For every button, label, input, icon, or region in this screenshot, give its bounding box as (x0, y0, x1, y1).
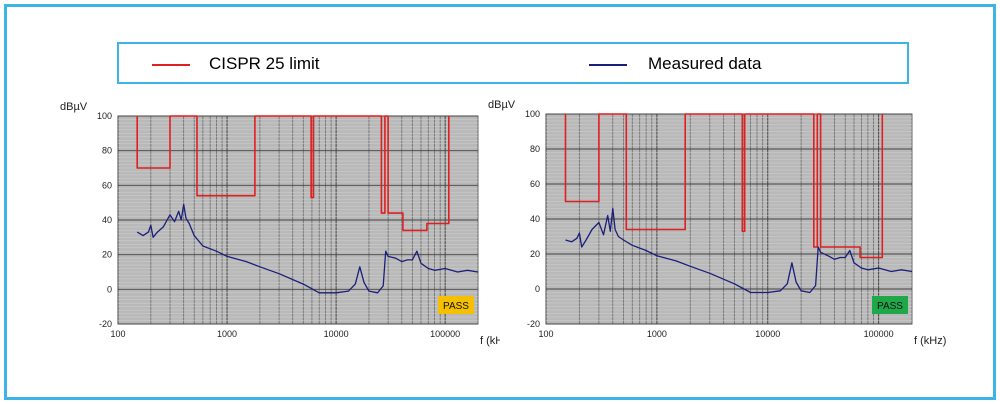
measured-line (136, 203, 479, 294)
pass-badge-label: PASS (443, 301, 469, 312)
chart-legend: CISPR 25 limit Measured data (117, 42, 909, 84)
y-tick-label: 0 (107, 284, 112, 294)
y-tick-label: 80 (530, 144, 540, 154)
x-tick-label: 100 (538, 329, 553, 339)
y-tick-label: 100 (525, 109, 540, 119)
y-tick-label: 40 (530, 214, 540, 224)
legend-measured-label: Measured data (648, 54, 762, 73)
legend-limit-label: CISPR 25 limit (209, 54, 320, 73)
pass-badge-label: PASS (877, 301, 903, 312)
y-tick-label: -20 (527, 319, 540, 329)
limit-line (136, 115, 450, 232)
x-tick-label: 10000 (755, 329, 780, 339)
y-tick-label: 20 (102, 250, 112, 260)
x-axis-label: f (kHz) (914, 335, 946, 347)
x-axis-label: f (kHz) (480, 335, 500, 347)
pass-badge (438, 296, 474, 314)
measured-line (565, 207, 913, 294)
pass-badge (872, 296, 908, 314)
x-tick-label: 10000 (324, 329, 349, 339)
y-tick-label: 20 (530, 249, 540, 259)
y-tick-label: -20 (99, 319, 112, 329)
y-axis-label: dBµV (60, 101, 88, 113)
x-tick-label: 1000 (217, 329, 237, 339)
y-tick-label: 40 (102, 215, 112, 225)
x-tick-label: 100 (110, 329, 125, 339)
x-tick-label: 1000 (647, 329, 667, 339)
y-tick-label: 60 (102, 180, 112, 190)
legend-limit-swatch (152, 64, 190, 66)
y-tick-label: 80 (102, 146, 112, 156)
y-axis-label: dBµV (488, 99, 516, 111)
x-tick-label: 100000 (864, 329, 894, 339)
y-tick-label: 0 (535, 284, 540, 294)
y-tick-label: 100 (97, 111, 112, 121)
legend-measured-swatch (589, 64, 627, 66)
x-tick-label: 100000 (430, 329, 460, 339)
outer-frame (4, 4, 996, 400)
limit-line (564, 113, 884, 259)
y-tick-label: 60 (530, 179, 540, 189)
